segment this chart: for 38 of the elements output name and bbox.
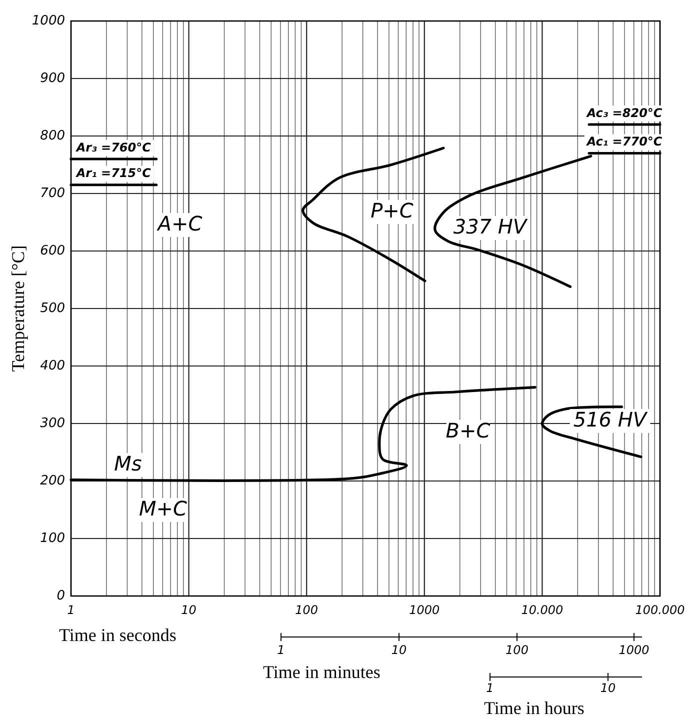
text: Time in hours	[484, 698, 584, 718]
x-tick-label: 10.000	[521, 603, 564, 617]
annotation: B+C	[446, 418, 490, 442]
series-label: Ar₃ =760°C	[75, 140, 152, 154]
annotation: M+C	[139, 496, 188, 520]
annotation: A+C	[156, 211, 202, 236]
x-axis-title: Time in seconds	[59, 625, 176, 645]
series-label: Ac₃ =820°C	[586, 106, 662, 120]
text: Time in minutes	[263, 662, 380, 682]
annotation: P+C	[370, 198, 414, 222]
text: 1	[486, 681, 494, 695]
x-tick-label: 1000	[409, 603, 440, 617]
annotation: Ms	[114, 451, 142, 476]
text: 10	[391, 643, 407, 657]
y-tick-label: 700	[40, 186, 65, 202]
y-tick-label: 0	[56, 588, 65, 604]
y-tick-label: 900	[40, 71, 65, 86]
annotation: 337 HV	[453, 214, 528, 238]
x-tick-label: 1	[67, 603, 75, 617]
y-tick-label: 200	[40, 474, 65, 489]
y-axis-title: Temperature [°C]	[8, 245, 28, 372]
y-tick-label: 800	[40, 128, 65, 144]
text: 1	[277, 643, 285, 657]
x-tick-label: 10	[181, 603, 197, 617]
y-tick-label: 1000	[32, 14, 65, 29]
x-tick-label: 100.000	[635, 603, 686, 617]
y-tick-label: 100	[40, 531, 65, 546]
text: 10	[600, 681, 616, 695]
series-label: Ar₁ =715°C	[75, 166, 152, 180]
text: 100	[506, 643, 529, 657]
y-tick-label: 400	[40, 358, 65, 374]
text: 1000	[618, 643, 650, 657]
y-tick-label: 300	[40, 416, 65, 432]
series-label: Ac₁ =770°C	[586, 134, 662, 149]
annotation: 516 HV	[573, 407, 648, 432]
y-tick-label: 500	[40, 301, 65, 316]
y-tick-label: 600	[40, 244, 65, 259]
x-tick-label: 100	[295, 603, 318, 617]
